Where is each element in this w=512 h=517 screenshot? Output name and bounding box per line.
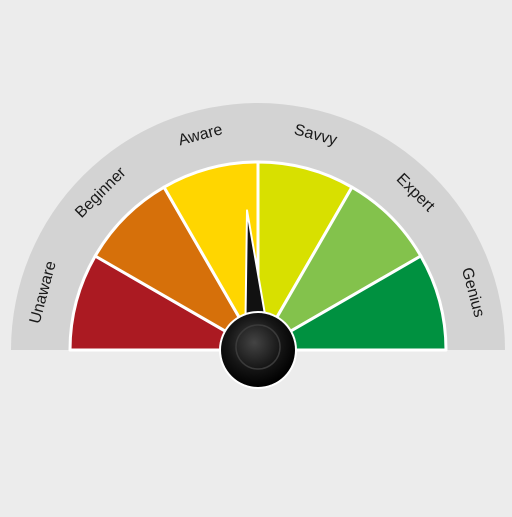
segment-unaware [68, 254, 260, 352]
segment-expert [256, 185, 423, 352]
gauge-segments [68, 160, 448, 352]
hub-inner-ring [235, 324, 281, 370]
segment-beginner [93, 185, 260, 352]
segment-genius [256, 254, 448, 352]
segment-savvy [256, 160, 354, 352]
hub-circle [221, 313, 295, 387]
segment-aware [162, 160, 260, 352]
gauge-needle-icon [219, 209, 297, 389]
